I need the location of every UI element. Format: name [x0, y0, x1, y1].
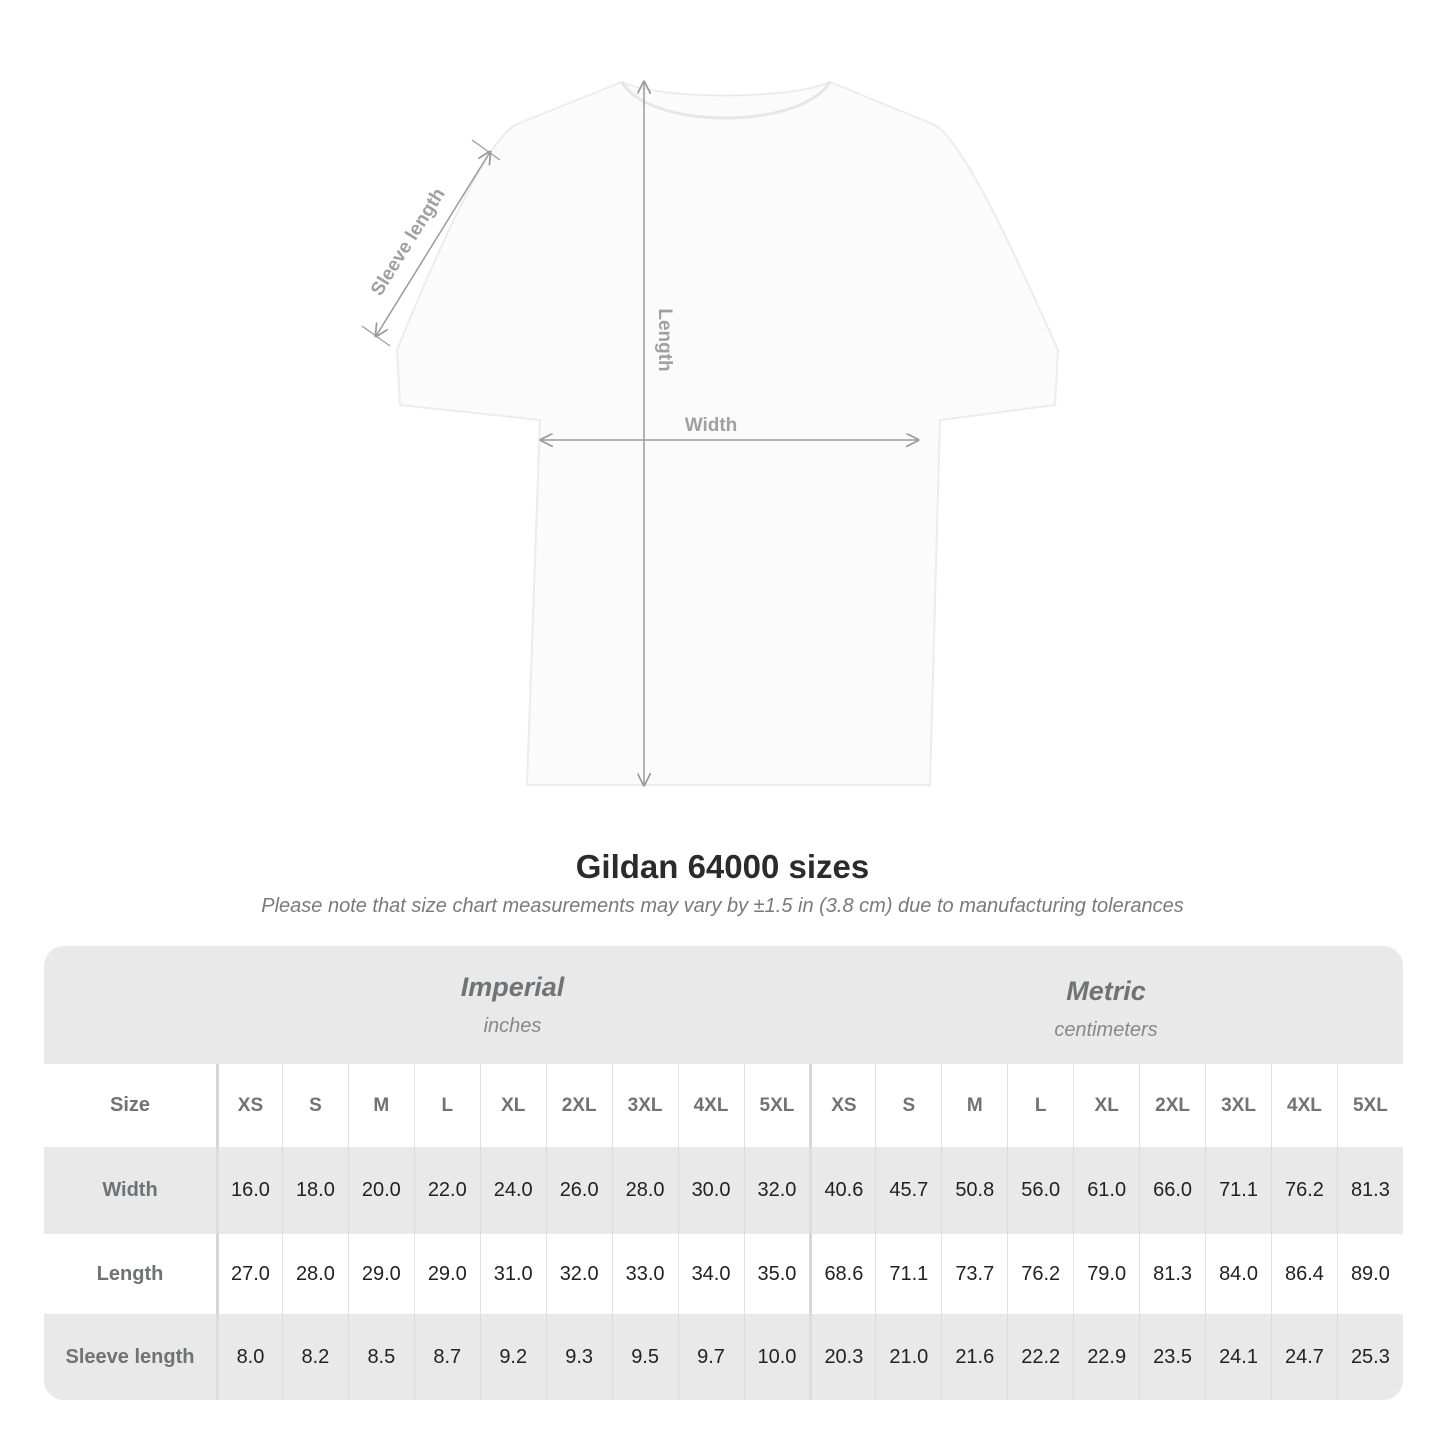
- imperial-value-cell: 33.0: [611, 1234, 678, 1314]
- metric-header: Metric centimeters: [809, 946, 1403, 1064]
- size-header-row: Size XS S M L XL 2XL 3XL 4XL 5XL XS S M L XL 2XL 3XL 4XL 5…: [44, 1064, 1403, 1147]
- imperial-value-cell: 30.0: [677, 1147, 744, 1234]
- row-label: Size: [109, 1094, 151, 1116]
- metric-value-cell: 89.0: [1336, 1234, 1403, 1314]
- imperial-value-cell: 9.5: [611, 1314, 678, 1400]
- imperial-value-cell: 27.0: [216, 1234, 282, 1314]
- imperial-value-cell: 29.0: [347, 1234, 414, 1314]
- imperial-value-cell: 35.0: [743, 1234, 810, 1314]
- metric-value-cell: 24.7: [1271, 1314, 1337, 1400]
- size-header-cell: XL: [479, 1064, 546, 1147]
- imperial-header: Imperial inches: [216, 946, 809, 1064]
- metric-value-cell: 81.3: [1336, 1147, 1403, 1234]
- imperial-value-cell: 9.3: [545, 1314, 612, 1400]
- imperial-value-cell: 8.0: [216, 1314, 282, 1400]
- imperial-value-cell: 22.0: [413, 1147, 480, 1234]
- imperial-label: Imperial: [460, 972, 565, 1002]
- imperial-value-cell: 28.0: [281, 1234, 348, 1314]
- imperial-value-cell: 8.5: [347, 1314, 414, 1400]
- size-header-cell: 2XL: [1139, 1064, 1205, 1147]
- tolerance-note: Please note that size chart measurements…: [261, 895, 1184, 917]
- size-header-cell: S: [875, 1064, 941, 1147]
- metric-value-cell: 76.2: [1007, 1234, 1073, 1314]
- metric-value-cell: 81.3: [1139, 1234, 1205, 1314]
- size-header-cell: L: [1007, 1064, 1073, 1147]
- metric-value-cell: 71.1: [1205, 1147, 1271, 1234]
- size-header-cell: XL: [1073, 1064, 1139, 1147]
- metric-value-cell: 25.3: [1336, 1314, 1403, 1400]
- imperial-value-cell: 29.0: [413, 1234, 480, 1314]
- metric-value-cell: 61.0: [1073, 1147, 1139, 1234]
- table-row: Length 27.0 28.0 29.0 29.0 31.0 32.0 33.0 34.0 35…: [44, 1234, 1403, 1314]
- size-header-cell: 5XL: [1336, 1064, 1403, 1147]
- metric-value-cell: 71.1: [875, 1234, 941, 1314]
- imperial-value-cell: 9.2: [479, 1314, 546, 1400]
- metric-value-cell: 22.2: [1007, 1314, 1073, 1400]
- metric-value-cell: 20.3: [809, 1314, 875, 1400]
- size-header-cell: 2XL: [545, 1064, 612, 1147]
- imperial-value-cell: 16.0: [216, 1147, 282, 1234]
- sleeve-arrow: [376, 152, 490, 336]
- size-header-cell: 3XL: [611, 1064, 678, 1147]
- metric-value-cell: 56.0: [1007, 1147, 1073, 1234]
- metric-label: Metric: [1066, 976, 1146, 1006]
- row-label: Length: [96, 1262, 164, 1285]
- table-row: Width 16.0 18.0 20.0 22.0 24.0 26.0 28.0 30.0 32.…: [44, 1147, 1403, 1234]
- imperial-value-cell: 8.7: [413, 1314, 480, 1400]
- metric-value-cell: 86.4: [1271, 1234, 1337, 1314]
- metric-value-cell: 23.5: [1139, 1314, 1205, 1400]
- imperial-value-cell: 28.0: [611, 1147, 678, 1234]
- imperial-value-cell: 9.7: [677, 1314, 744, 1400]
- imperial-value-cell: 31.0: [479, 1234, 546, 1314]
- size-table: Imperial inches Metric centimeters Size X…: [44, 946, 1403, 1400]
- size-header-cell: S: [281, 1064, 348, 1147]
- size-header-cell: M: [941, 1064, 1007, 1147]
- size-header-cell: 4XL: [677, 1064, 744, 1147]
- metric-value-cell: 76.2: [1271, 1147, 1337, 1234]
- metric-unit: centimeters: [1054, 1019, 1158, 1041]
- metric-value-cell: 84.0: [1205, 1234, 1271, 1314]
- imperial-value-cell: 20.0: [347, 1147, 414, 1234]
- table-row: Sleeve length 8.0 8.2 8.5 8.7 9.2 9.3 9.5 9.7 10.…: [44, 1314, 1403, 1400]
- metric-value-cell: 50.8: [941, 1147, 1007, 1234]
- imperial-value-cell: 26.0: [545, 1147, 612, 1234]
- metric-value-cell: 79.0: [1073, 1234, 1139, 1314]
- metric-value-cell: 22.9: [1073, 1314, 1139, 1400]
- page-title: Gildan 64000 sizes: [575, 848, 870, 885]
- imperial-value-cell: 34.0: [677, 1234, 744, 1314]
- tshirt-diagram: Sleeve length Length Width: [361, 0, 1060, 820]
- imperial-value-cell: 24.0: [479, 1147, 546, 1234]
- metric-value-cell: 21.6: [941, 1314, 1007, 1400]
- length-label: Length: [654, 308, 675, 371]
- metric-value-cell: 24.1: [1205, 1314, 1271, 1400]
- imperial-value-cell: 32.0: [545, 1234, 612, 1314]
- imperial-value-cell: 8.2: [281, 1314, 348, 1400]
- row-label: Sleeve length: [65, 1345, 195, 1368]
- row-label: Width: [102, 1179, 158, 1201]
- metric-value-cell: 21.0: [875, 1314, 941, 1400]
- size-header-cell: XS: [809, 1064, 875, 1147]
- metric-value-cell: 68.6: [809, 1234, 875, 1314]
- imperial-unit: inches: [483, 1015, 542, 1037]
- size-header-cell: 4XL: [1271, 1064, 1337, 1147]
- imperial-value-cell: 10.0: [743, 1314, 810, 1400]
- imperial-value-cell: 32.0: [743, 1147, 810, 1234]
- width-label: Width: [685, 415, 738, 436]
- metric-value-cell: 45.7: [875, 1147, 941, 1234]
- size-header-cell: XS: [216, 1064, 282, 1147]
- metric-value-cell: 66.0: [1139, 1147, 1205, 1234]
- size-header-cell: 5XL: [743, 1064, 810, 1147]
- metric-value-cell: 40.6: [809, 1147, 875, 1234]
- size-header-cell: M: [347, 1064, 414, 1147]
- size-header-cell: L: [413, 1064, 480, 1147]
- metric-value-cell: 73.7: [941, 1234, 1007, 1314]
- imperial-value-cell: 18.0: [281, 1147, 348, 1234]
- size-header-cell: 3XL: [1205, 1064, 1271, 1147]
